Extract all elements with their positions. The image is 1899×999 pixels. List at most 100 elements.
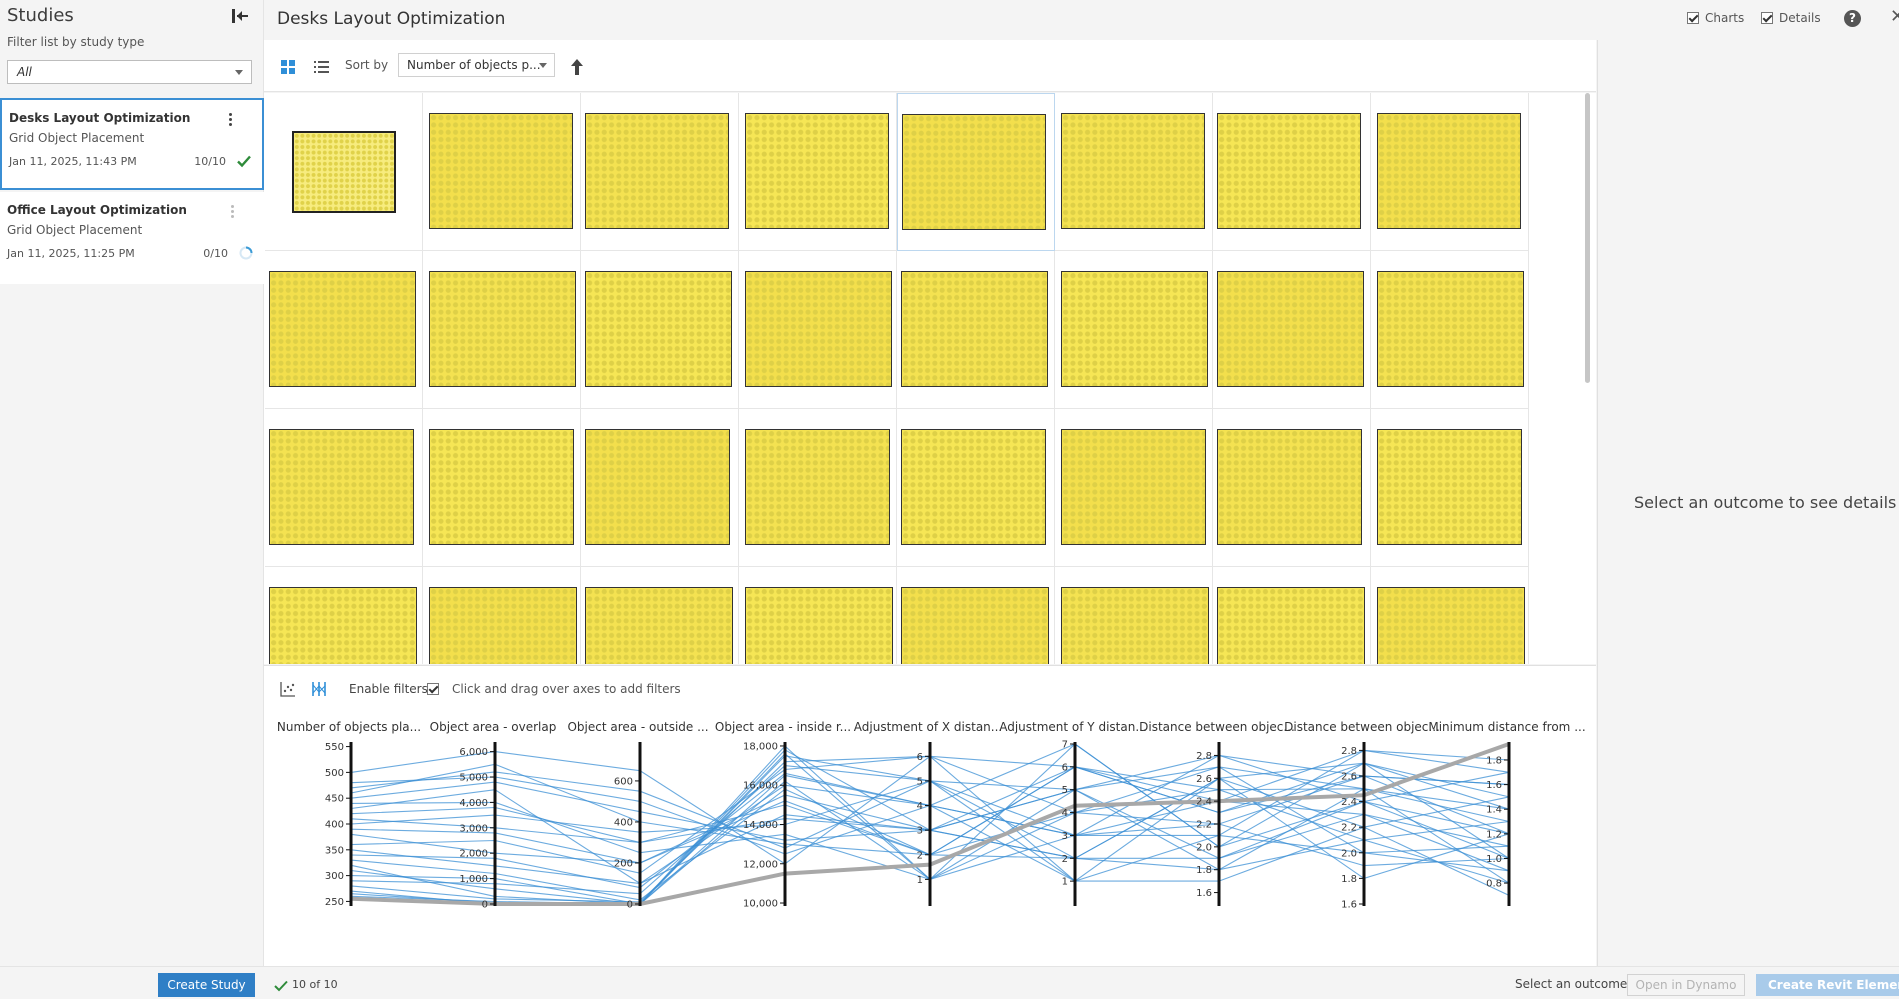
tick-label: 400 (614, 817, 633, 828)
tick-label: 2.6 (1341, 772, 1357, 783)
floor-plan-thumbnail (901, 587, 1049, 664)
outcome-tile[interactable] (423, 567, 581, 664)
tick-label: 6 (1062, 762, 1068, 773)
tick-label: 5,000 (459, 773, 488, 784)
sort-by-select[interactable]: Number of objects p... (398, 53, 555, 77)
floor-plan-thumbnail (1217, 271, 1364, 387)
parallel-coordinates-icon[interactable] (311, 681, 327, 697)
collapse-sidebar-icon[interactable] (231, 7, 251, 25)
chevron-down-icon (539, 63, 547, 68)
floor-plan-thumbnail (745, 429, 890, 545)
outcome-tile[interactable] (581, 93, 739, 251)
study-card-office[interactable]: Office Layout Optimization Grid Object P… (0, 192, 264, 284)
floor-plan-thumbnail (585, 113, 729, 229)
tick-label: 2.8 (1196, 751, 1212, 762)
outcome-tile[interactable] (1055, 251, 1213, 409)
more-options-icon[interactable] (227, 203, 237, 221)
list-view-icon[interactable] (314, 59, 329, 73)
grid-view-icon[interactable] (281, 60, 295, 74)
outcome-tile[interactable] (1371, 93, 1529, 251)
tick-label: 350 (325, 845, 344, 856)
outcome-tile[interactable] (897, 567, 1055, 664)
study-type: Grid Object Placement (7, 223, 143, 237)
close-icon[interactable]: ✕ (1890, 6, 1899, 27)
outcome-tile[interactable] (1213, 93, 1371, 251)
floor-plan-thumbnail (292, 131, 396, 213)
outcome-tile[interactable] (265, 251, 423, 409)
outcome-tile[interactable] (1371, 409, 1529, 567)
outcome-tile[interactable] (581, 251, 739, 409)
tick-label: 10,000 (743, 899, 778, 910)
outcome-tile[interactable] (739, 567, 897, 664)
floor-plan-thumbnail (745, 113, 889, 229)
floor-plan-thumbnail (902, 114, 1046, 230)
create-study-button[interactable]: Create Study (158, 973, 255, 997)
tick-label: 1.6 (1196, 888, 1212, 899)
filter-value: All (17, 65, 32, 79)
floor-plan-thumbnail (585, 271, 732, 387)
outcome-tile[interactable] (265, 409, 423, 567)
open-in-dynamo-button[interactable]: Open in Dynamo (1627, 974, 1745, 996)
tick-label: 2.4 (1341, 797, 1357, 808)
tick-label: 300 (325, 871, 344, 882)
scatter-plot-icon[interactable] (280, 681, 296, 697)
outcome-tile[interactable] (423, 93, 581, 251)
tick-label: 2.8 (1341, 746, 1357, 757)
floor-plan-thumbnail (585, 429, 730, 545)
study-type-filter-select[interactable]: All (7, 60, 252, 84)
sort-label: Sort by (345, 58, 389, 72)
gallery-scrollbar[interactable] (1585, 93, 1590, 383)
help-icon[interactable]: ? (1844, 10, 1861, 27)
outcome-tile[interactable] (1213, 409, 1371, 567)
outcome-tile[interactable] (739, 409, 897, 567)
outcome-tile[interactable] (423, 409, 581, 567)
outcome-tile[interactable] (1213, 251, 1371, 409)
tick-label: 1 (1062, 877, 1068, 888)
charts-checkbox[interactable] (1687, 12, 1699, 24)
tick-label: 600 (614, 776, 633, 787)
outcome-tile[interactable] (265, 567, 423, 664)
study-date: Jan 11, 2025, 11:25 PM (7, 247, 135, 260)
outcome-tile[interactable] (1371, 251, 1529, 409)
floor-plan-thumbnail (429, 429, 574, 545)
floor-plan-thumbnail (901, 429, 1046, 545)
chevron-down-icon (235, 70, 243, 75)
outcome-tile[interactable] (1213, 567, 1371, 664)
more-options-icon[interactable] (225, 111, 235, 129)
outcome-tile[interactable] (265, 93, 423, 251)
details-toggle[interactable]: Details (1761, 11, 1821, 25)
outcome-tile[interactable] (1055, 409, 1213, 567)
outcome-gallery (264, 93, 1596, 664)
tick-label: 1.6 (1486, 780, 1502, 791)
outcome-tile[interactable] (581, 567, 739, 664)
study-count: 0/10 (203, 247, 228, 260)
create-revit-elements-button[interactable]: Create Revit Elements (1756, 974, 1899, 996)
tick-label: 12,000 (743, 859, 778, 870)
tick-label: 0.8 (1486, 879, 1502, 890)
outcome-tile[interactable] (1371, 567, 1529, 664)
outcome-tile[interactable] (1055, 93, 1213, 251)
sort-ascending-icon[interactable] (570, 58, 584, 76)
top-bar: Desks Layout Optimization Charts Details… (264, 0, 1899, 38)
floor-plan-thumbnail (1217, 113, 1361, 229)
outcome-tile[interactable] (739, 251, 897, 409)
floor-plan-thumbnail (1061, 113, 1205, 229)
outcome-tile[interactable] (1055, 567, 1213, 664)
study-card-desks[interactable]: Desks Layout Optimization Grid Object Pl… (0, 98, 264, 190)
outcome-tile[interactable] (423, 251, 581, 409)
enable-filters-checkbox[interactable] (427, 683, 439, 695)
outcome-tile[interactable] (581, 409, 739, 567)
floor-plan-thumbnail (1377, 429, 1522, 545)
parallel-coordinates-chart[interactable]: Number of objects pla...5505004504003503… (264, 706, 1596, 966)
outcome-tile[interactable] (739, 93, 897, 251)
tick-label: 18,000 (743, 741, 778, 752)
outcome-tile[interactable] (897, 409, 1055, 567)
study-name: Office Layout Optimization (7, 203, 187, 217)
tick-label: 3 (917, 826, 923, 837)
charts-toggle[interactable]: Charts (1687, 11, 1744, 25)
tick-label: 1.0 (1486, 854, 1502, 865)
outcome-tile[interactable] (897, 251, 1055, 409)
details-checkbox[interactable] (1761, 12, 1773, 24)
outcome-tile[interactable] (897, 93, 1055, 251)
tick-label: 2.2 (1196, 820, 1212, 831)
